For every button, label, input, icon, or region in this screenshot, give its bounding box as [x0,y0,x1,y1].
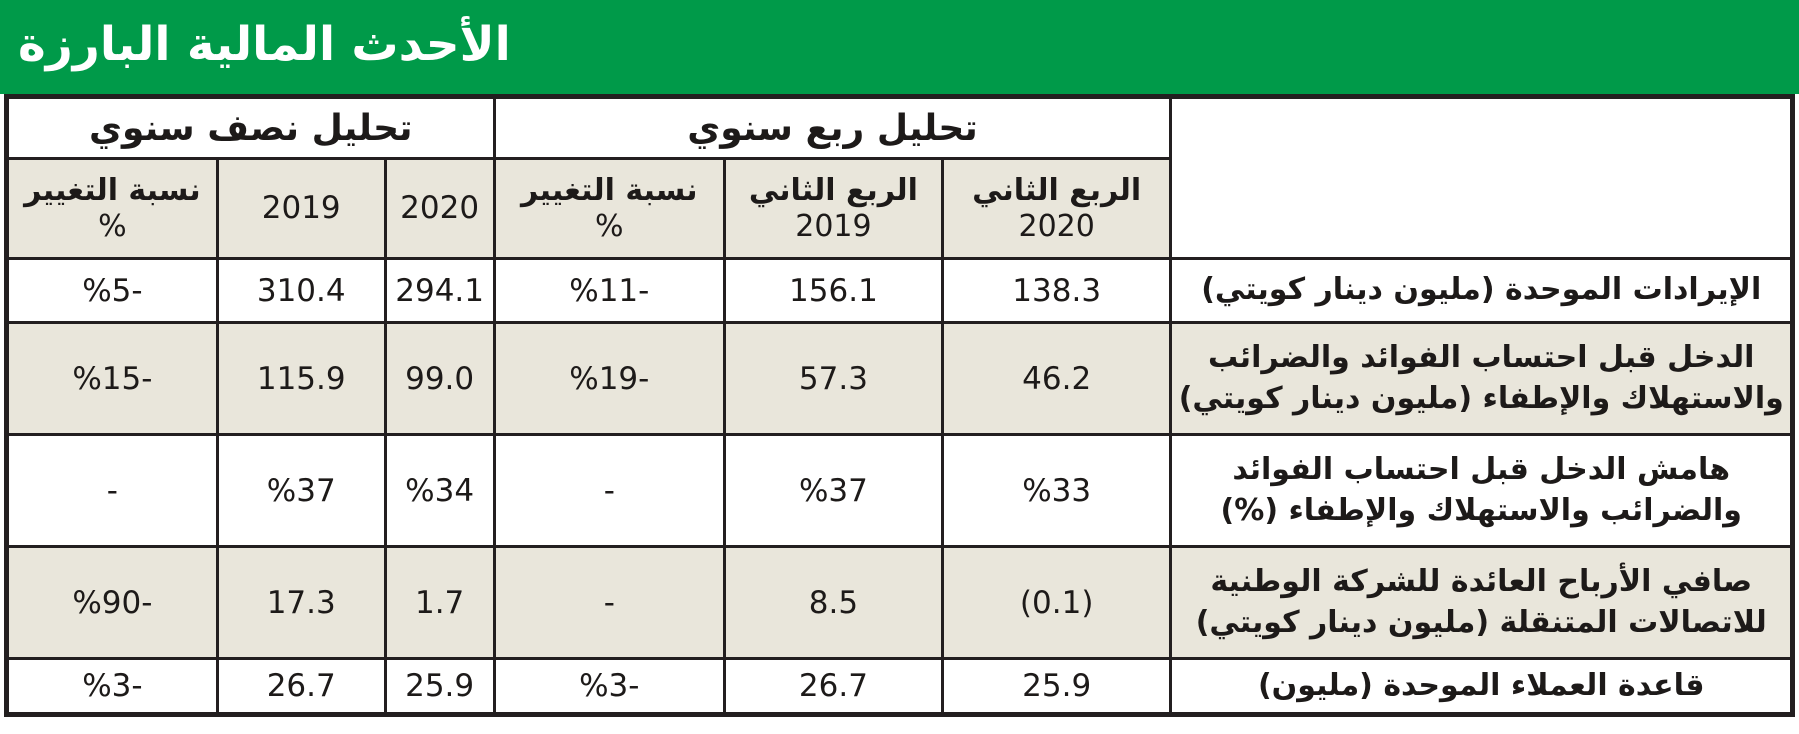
financial-highlights-table: تحليل ربع سنوي تحليل نصف سنوي الربع الثا… [4,94,1795,717]
cell-quarterly-change: %19- [492,321,726,436]
cell-q2-2019: 156.1 [722,257,944,324]
cell-q2-2020: %33 [940,433,1173,548]
row-label: الدخل قبل احتساب الفوائد والضرائب والاست… [1169,321,1794,436]
cell-q2-2020: 46.2 [940,321,1173,436]
column-header-q2-2019: الربع الثاني 2019 [722,157,944,260]
cell-2020: 25.9 [383,657,496,716]
column-header-2020: 2020 [383,157,496,260]
cell-q2-2019: 57.3 [722,321,944,436]
column-header-half-year-change-line1: نسبة التغيير [24,172,201,208]
column-header-half-year-change-percent: % [98,208,127,244]
column-header-quarterly-change-percent: % [595,208,624,244]
metric-column-header-empty [1169,95,1794,260]
cell-half-year-change: %3- [5,657,219,716]
cell-2020: 294.1 [383,257,496,324]
row-label: هامش الدخل قبل احتساب الفوائد والضرائب و… [1169,433,1794,548]
row-label: الإيرادات الموحدة (مليون دينار كويتي) [1169,257,1794,324]
cell-2019: 26.7 [215,657,387,716]
cell-q2-2019: 26.7 [722,657,944,716]
cell-2019: 17.3 [215,545,387,660]
column-header-half-year-change: نسبة التغيير % [5,157,219,260]
table-row-revenues: الإيرادات الموحدة (مليون دينار كويتي) 13… [5,257,1794,324]
table-row-net-profit: صافي الأرباح العائدة للشركة الوطنية للات… [5,545,1794,660]
table-row-customer-base: قاعدة العملاء الموحدة (مليون) 25.9 26.7 … [5,657,1794,716]
row-label: قاعدة العملاء الموحدة (مليون) [1169,657,1794,716]
page-title: الأحدث المالية البارزة [18,16,511,72]
cell-half-year-change: - [5,433,219,548]
table-row-ebitda-margin: هامش الدخل قبل احتساب الفوائد والضرائب و… [5,433,1794,548]
row-label: صافي الأرباح العائدة للشركة الوطنية للات… [1169,545,1794,660]
column-header-2020-year: 2020 [400,189,480,226]
cell-2019: 310.4 [215,257,387,324]
column-header-q2-2019-line1: الربع الثاني [748,172,918,208]
cell-quarterly-change: %3- [492,657,726,716]
cell-q2-2019: %37 [722,433,944,548]
column-header-2019-year: 2019 [261,189,341,226]
column-header-quarterly-change: نسبة التغيير % [492,157,726,260]
group-header-quarterly: تحليل ربع سنوي [492,95,1173,160]
table-row-ebitda: الدخل قبل احتساب الفوائد والضرائب والاست… [5,321,1794,436]
cell-q2-2020: (0.1) [940,545,1173,660]
cell-half-year-change: %5- [5,257,219,324]
cell-2020: 1.7 [383,545,496,660]
cell-quarterly-change: %11- [492,257,726,324]
cell-quarterly-change: - [492,433,726,548]
cell-2020: %34 [383,433,496,548]
cell-2019: %37 [215,433,387,548]
column-header-q2-2020-line1: الربع الثاني [972,172,1142,208]
column-header-q2-2020: الربع الثاني 2020 [940,157,1173,260]
cell-quarterly-change: - [492,545,726,660]
cell-2020: 99.0 [383,321,496,436]
cell-q2-2020: 25.9 [940,657,1173,716]
cell-q2-2020: 138.3 [940,257,1173,324]
cell-q2-2019: 8.5 [722,545,944,660]
cell-half-year-change: %15- [5,321,219,436]
column-header-quarterly-change-line1: نسبة التغيير [521,172,698,208]
group-header-half-year: تحليل نصف سنوي [5,95,496,160]
column-header-q2-2020-year: 2020 [1018,208,1095,244]
cell-half-year-change: %90- [5,545,219,660]
title-bar: الأحدث المالية البارزة [0,0,1799,94]
column-header-q2-2019-year: 2019 [795,208,872,244]
cell-2019: 115.9 [215,321,387,436]
column-header-2019: 2019 [215,157,387,260]
